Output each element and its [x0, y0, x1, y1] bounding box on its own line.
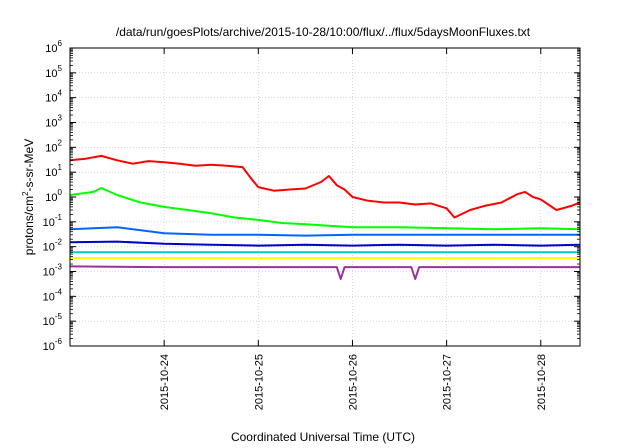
y-tick-exponent: 0 [58, 188, 63, 197]
series-line [69, 265, 580, 280]
y-tick-label: 100 [45, 188, 62, 204]
x-tick-label: 2015-10-26 [347, 354, 359, 410]
y-tick-exponent: 6 [58, 39, 63, 48]
y-tick-exponent: -4 [55, 287, 63, 296]
y-tick-exponent: 4 [58, 89, 63, 98]
y-tick-label: 104 [45, 89, 62, 105]
y-tick-base: 10 [45, 142, 57, 154]
y-tick-base: 10 [43, 291, 55, 303]
y-axis-label: protons/cm2-s-sr-MeV [21, 139, 36, 255]
y-tick-base: 10 [43, 267, 55, 279]
y-tick-label: 10-3 [43, 263, 63, 279]
y-tick-exponent: -3 [55, 263, 63, 272]
y-tick-exponent: 3 [58, 114, 63, 123]
y-tick-base: 10 [43, 341, 55, 353]
y-tick-exponent: 1 [58, 163, 63, 172]
series-line [69, 240, 581, 247]
y-tick-label: 106 [45, 39, 62, 55]
plot-frame [69, 47, 581, 347]
y-tick-label: 102 [45, 138, 62, 154]
y-tick-exponent: -2 [55, 238, 63, 247]
y-tick-base: 10 [45, 118, 57, 130]
y-axis-label-rest: -s-sr-MeV [22, 139, 36, 192]
y-tick-base: 10 [43, 242, 55, 254]
x-axis-label: Coordinated Universal Time (UTC) [231, 430, 415, 444]
y-tick-base: 10 [45, 68, 57, 80]
y-tick-base: 10 [45, 93, 57, 105]
series-layer [69, 154, 581, 280]
y-tick-label: 10-5 [43, 312, 63, 328]
y-tick-exponent: -6 [55, 337, 63, 346]
y-tick-exponent: 2 [58, 138, 63, 147]
x-tick-label: 2015-10-25 [253, 354, 265, 410]
y-tick-exponent: -1 [55, 213, 63, 222]
y-tick-label: 105 [45, 64, 62, 80]
grid [70, 48, 580, 346]
y-tick-label: 103 [45, 114, 62, 130]
y-axis-label-main: protons/cm [22, 196, 36, 255]
y-tick-base: 10 [43, 217, 55, 229]
y-tick-exponent: -5 [55, 312, 63, 321]
y-tick-label: 10-4 [43, 287, 63, 303]
series-line [69, 154, 581, 219]
y-tick-base: 10 [45, 43, 57, 55]
y-tick-exponent: 5 [58, 64, 63, 73]
y-tick-label: 10-6 [43, 337, 63, 353]
x-tick-label: 2015-10-27 [442, 354, 454, 410]
y-tick-base: 10 [45, 167, 57, 179]
series-line [69, 187, 581, 231]
x-tick-label: 2015-10-24 [159, 354, 171, 410]
y-tick-base: 10 [45, 192, 57, 204]
chart-title: /data/run/goesPlots/archive/2015-10-28/1… [116, 25, 531, 39]
y-tick-label: 101 [45, 163, 62, 179]
y-tick-label: 10-1 [43, 213, 63, 229]
y-tick-label: 10-2 [43, 238, 63, 254]
y-tick-base: 10 [43, 316, 55, 328]
series-line [69, 226, 580, 237]
x-tick-label: 2015-10-28 [536, 354, 548, 410]
y-axis-label-sup: 2 [21, 191, 30, 196]
tick-layer: 10610510410310210110010-110-210-310-410-… [43, 39, 580, 410]
